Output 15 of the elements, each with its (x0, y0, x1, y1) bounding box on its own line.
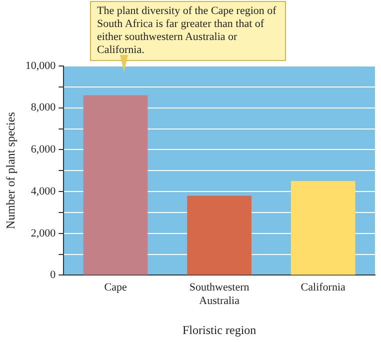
y-tick-label: 6,000 (30, 144, 56, 156)
y-axis-title: Number of plant species (3, 112, 18, 230)
x-axis-title: Floristic region (182, 322, 256, 337)
x-tick-label: California (300, 282, 346, 294)
y-tick-label: 2,000 (30, 227, 56, 240)
bar (290, 181, 356, 275)
bar (83, 95, 148, 275)
y-tick-label: 0 (50, 269, 56, 282)
y-tick-label: 10,000 (25, 60, 56, 72)
text: The plant diversity of the Cape region of South Africa is far greater than that of either southwestern Australia or California. (97, 5, 278, 57)
x-tick-label: Cape (104, 282, 127, 294)
y-tick-label: 4,000 (30, 185, 56, 198)
y-tick-label: 8,000 (30, 102, 56, 114)
bar (187, 196, 252, 275)
x-tick-label: Southwestern Australia (189, 282, 250, 307)
